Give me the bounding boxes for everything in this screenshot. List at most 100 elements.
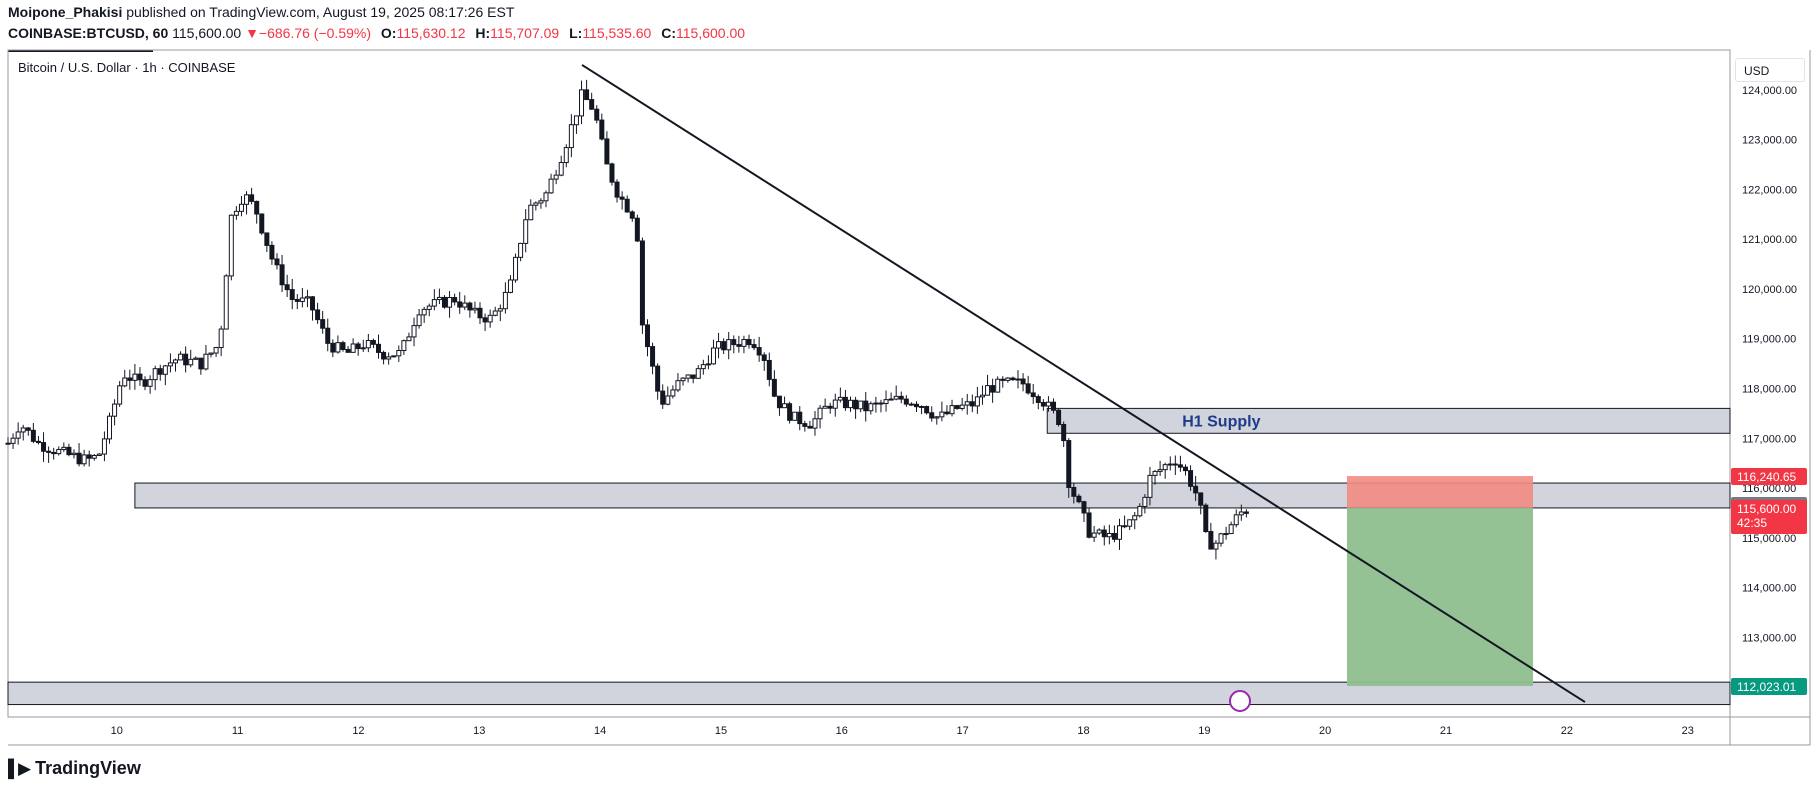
candle-body — [528, 204, 534, 221]
candle-body — [614, 181, 620, 198]
candle-body — [178, 353, 184, 361]
candle-body — [1137, 505, 1143, 517]
candle-body — [370, 340, 376, 345]
candle-body — [518, 242, 524, 258]
symbol-label[interactable]: COINBASE:BTCUSD, 60 — [8, 25, 169, 41]
candle-body — [1228, 524, 1234, 535]
assistant-icon[interactable] — [1229, 690, 1251, 712]
candle-body — [1203, 504, 1209, 533]
candle-body — [360, 347, 366, 350]
candle-body — [411, 325, 417, 338]
candle-body — [655, 365, 661, 392]
candle-body — [604, 138, 610, 165]
y-tick-label: 115,000.00 — [1742, 533, 1796, 545]
candle-body — [233, 210, 239, 216]
price-tag: 116,240.65 — [1731, 468, 1807, 486]
candle-body — [563, 147, 569, 164]
candle-body — [771, 378, 777, 397]
candle-body — [25, 427, 31, 431]
y-tick-label: 123,000.00 — [1742, 135, 1797, 147]
candle-body — [716, 341, 722, 349]
x-tick-label: 20 — [1319, 725, 1331, 737]
candle-body — [807, 425, 813, 429]
price-tag: 112,023.01 — [1731, 677, 1807, 695]
y-tick-label: 120,000.00 — [1742, 284, 1797, 296]
tradingview-logo[interactable]: ▌▶ TradingView — [8, 758, 141, 779]
published-text: published on TradingView.com, August 19,… — [126, 4, 515, 20]
close-label: C: — [661, 25, 677, 41]
candle-body — [238, 203, 244, 212]
x-tick-label: 12 — [352, 725, 364, 737]
candle-body — [264, 232, 270, 246]
tradingview-mark-icon: ▌▶ — [8, 759, 31, 778]
candle-body — [223, 275, 229, 330]
candle-body — [782, 403, 788, 409]
candle-body — [299, 297, 305, 302]
candle-body — [634, 217, 640, 242]
candle-body — [244, 194, 250, 205]
candle-body — [406, 336, 412, 342]
candle-body — [853, 399, 859, 410]
candle-body — [1157, 469, 1163, 472]
candle-body — [467, 302, 473, 311]
candle-body — [487, 314, 493, 323]
candle-body — [1162, 464, 1168, 471]
candle-body — [1177, 464, 1183, 468]
candle-body — [5, 442, 11, 445]
candle-body — [873, 402, 879, 405]
y-tick-label: 113,000.00 — [1742, 632, 1796, 644]
candle-body — [1188, 470, 1194, 487]
candle-body — [1040, 401, 1046, 407]
take-profit-area[interactable] — [1346, 507, 1534, 686]
currency-selector[interactable]: USD — [1735, 58, 1805, 82]
trendline[interactable] — [581, 64, 1586, 703]
candle-body — [56, 448, 62, 455]
candle-body — [513, 256, 519, 281]
candle-body — [162, 365, 168, 375]
candle-body — [746, 339, 752, 346]
candle-body — [96, 453, 102, 456]
author-name[interactable]: Moipone_Phakisi — [8, 4, 123, 20]
candle-body — [1238, 511, 1244, 516]
candle-body — [1056, 409, 1062, 425]
candle-body — [193, 357, 199, 360]
high-value: 115,707.09 — [490, 25, 560, 41]
candle-body — [548, 178, 554, 194]
candle-body — [974, 396, 980, 407]
candle-body — [188, 358, 194, 366]
candle-body — [91, 454, 97, 459]
candle-body — [1051, 401, 1057, 411]
candle-body — [756, 347, 762, 356]
candle-body — [568, 124, 574, 149]
candle-body — [919, 405, 925, 408]
candle-body — [157, 368, 163, 375]
candle-body — [1091, 532, 1097, 538]
candle-body — [883, 399, 889, 404]
candle-body — [482, 317, 488, 323]
h1-supply-zone[interactable] — [1046, 407, 1731, 434]
support-zone[interactable] — [7, 681, 1731, 706]
candle-body — [203, 353, 209, 370]
candle-body — [46, 450, 52, 453]
candle-body — [289, 289, 295, 300]
candle-body — [1233, 514, 1239, 526]
candle-body — [1127, 519, 1133, 527]
candle-body — [908, 403, 914, 406]
candle-body — [1172, 463, 1178, 466]
x-tick-label: 13 — [473, 725, 485, 737]
candle-body — [710, 347, 716, 365]
candle-body — [797, 411, 803, 425]
candle-body — [426, 305, 432, 310]
candle-body — [502, 291, 508, 310]
candle-body — [472, 307, 478, 311]
candle-body — [731, 339, 737, 346]
ohlc-legend: COINBASE:BTCUSD, 60 115,600.00 ▼−686.76 … — [8, 25, 745, 41]
candle-body — [147, 379, 153, 387]
candle-body — [584, 89, 590, 101]
candle-body — [320, 319, 326, 329]
candle-body — [523, 219, 529, 244]
stop-loss-area[interactable] — [1346, 476, 1534, 508]
publisher-line: Moipone_Phakisi published on TradingView… — [8, 4, 514, 20]
candle-body — [228, 214, 234, 277]
